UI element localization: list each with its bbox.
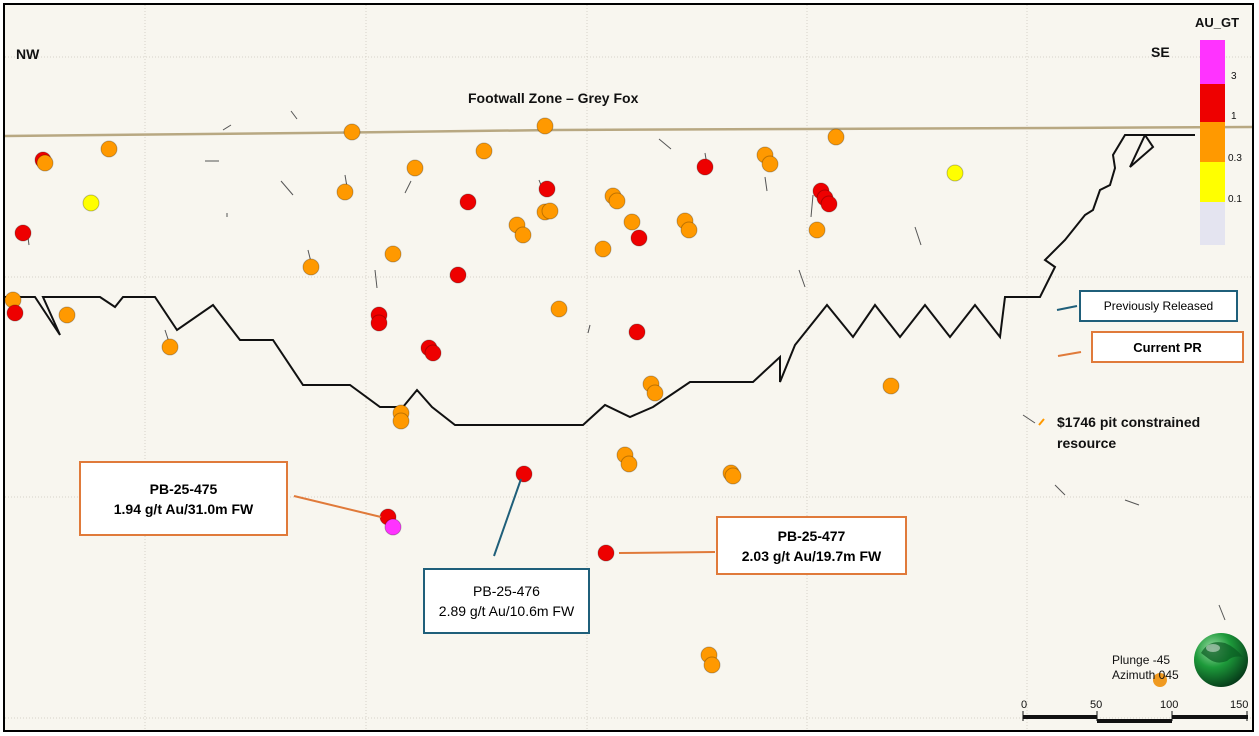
assay-intercept-marker	[406, 159, 424, 177]
callout-hole-id: PB-25-475	[149, 480, 218, 497]
colorbar-swatch-01-03	[1200, 162, 1225, 202]
colorbar-swatch-gt3	[1200, 40, 1225, 84]
pit-shell-outline	[5, 134, 1195, 426]
callout-result: 2.89 g/t Au/10.6m FW	[438, 603, 575, 619]
legend-line-previously-released	[1056, 305, 1078, 311]
assay-intercept-marker	[343, 123, 361, 141]
assay-intercept-marker	[392, 412, 410, 430]
assay-intercept-marker	[827, 128, 845, 146]
assay-intercept-marker	[541, 202, 559, 220]
topography-line	[5, 125, 1252, 138]
colorbar-swatch-03-1	[1200, 122, 1225, 162]
orientation-marker	[1153, 673, 1167, 687]
assay-intercept-marker	[946, 164, 964, 182]
assay-intercept-marker	[459, 193, 477, 211]
scale-tick-100: 100	[1160, 699, 1179, 711]
colorbar-tick-0-3: 0.3	[1228, 153, 1242, 164]
scale-tick-50: 50	[1090, 699, 1103, 711]
direction-se: SE	[1151, 44, 1170, 60]
legend-previously-released: Previously Released	[1079, 290, 1238, 322]
colorbar-tick-3: 3	[1231, 71, 1237, 82]
assay-intercept-marker	[336, 183, 354, 201]
assay-intercept-marker	[882, 377, 900, 395]
callout-pb-25-477: PB-25-477 2.03 g/t Au/19.7m FW	[716, 516, 907, 575]
colorbar-swatch-lt01	[1200, 202, 1225, 245]
colorbar	[1200, 40, 1225, 245]
assay-intercept-marker	[384, 245, 402, 263]
assay-intercept-marker	[623, 213, 641, 231]
scale-tick-0: 0	[1021, 699, 1028, 711]
zone-title: Footwall Zone – Grey Fox	[468, 90, 639, 106]
section-canvas	[5, 5, 1252, 730]
assay-intercept-marker	[808, 221, 826, 239]
assay-intercept-marker	[820, 195, 838, 213]
callout-pb-25-476: PB-25-476 2.89 g/t Au/10.6m FW	[423, 568, 590, 634]
leader-pb-25-475	[293, 495, 382, 518]
callout-hole-id: PB-25-477	[777, 527, 846, 544]
legend-current-pr: Current PR	[1091, 331, 1244, 363]
callout-result: 1.94 g/t Au/31.0m FW	[113, 500, 254, 517]
assay-intercept-marker	[761, 155, 779, 173]
assay-intercept-marker	[724, 467, 742, 485]
assay-intercept-marker	[696, 158, 714, 176]
assay-intercept-marker	[100, 140, 118, 158]
colorbar-tick-1: 1	[1231, 111, 1237, 122]
grid-lines	[5, 5, 1252, 730]
assay-intercept-marker	[449, 266, 467, 284]
assay-intercept-marker	[608, 192, 626, 210]
assay-intercept-marker	[628, 323, 646, 341]
callout-result: 2.03 g/t Au/19.7m FW	[741, 547, 882, 564]
assay-intercept-marker	[620, 455, 638, 473]
callout-leaders	[293, 305, 1082, 557]
assay-intercept-marker	[538, 180, 556, 198]
leader-pb-25-477	[618, 551, 716, 554]
assay-intercept-marker	[594, 240, 612, 258]
colorbar-swatch-1-3	[1200, 84, 1225, 122]
assay-intercept-marker	[14, 224, 32, 242]
scale-tick-150: 150	[1230, 699, 1249, 711]
assay-intercept-marker	[58, 306, 76, 324]
assay-intercept-marker	[680, 221, 698, 239]
scale-bar	[1022, 711, 1248, 723]
legend-line-current-pr	[1057, 351, 1082, 357]
assay-intercept-marker	[703, 656, 721, 674]
section-frame: NW SE Footwall Zone – Grey Fox AU_GT 3 1…	[3, 3, 1254, 732]
assay-intercept-marker	[597, 544, 615, 562]
drill-traces	[26, 110, 1226, 621]
assay-intercept-marker	[302, 258, 320, 276]
assay-intercept-marker	[515, 465, 533, 483]
assay-intercept-marker	[6, 304, 24, 322]
colorbar-tick-0-1: 0.1	[1228, 194, 1242, 205]
plunge-label: Plunge -45	[1112, 653, 1171, 667]
assay-intercepts	[5, 117, 964, 674]
assay-intercept-marker	[161, 338, 179, 356]
assay-intercept-marker	[514, 226, 532, 244]
direction-nw: NW	[16, 46, 40, 62]
colorbar-title: AU_GT	[1195, 15, 1240, 30]
assay-intercept-marker	[82, 194, 100, 212]
assay-intercept-marker	[36, 154, 54, 172]
assay-intercept-marker	[370, 314, 388, 332]
orientation-globe-icon	[1194, 633, 1248, 687]
leader-pb-25-476	[493, 478, 522, 557]
assay-intercept-marker	[550, 300, 568, 318]
legend-pit-resource: $1746 pit constrained resource	[1057, 414, 1201, 451]
assay-intercept-marker	[646, 384, 664, 402]
callout-pb-25-475: PB-25-475 1.94 g/t Au/31.0m FW	[79, 461, 288, 536]
callout-hole-id: PB-25-476	[473, 583, 540, 599]
azimuth-label: Azimuth 045	[1112, 668, 1179, 682]
assay-intercept-marker	[384, 518, 402, 536]
assay-intercept-marker	[630, 229, 648, 247]
assay-intercept-marker	[475, 142, 493, 160]
legend-line-pit	[1038, 418, 1045, 426]
assay-intercept-marker	[536, 117, 554, 135]
assay-intercept-marker	[424, 344, 442, 362]
